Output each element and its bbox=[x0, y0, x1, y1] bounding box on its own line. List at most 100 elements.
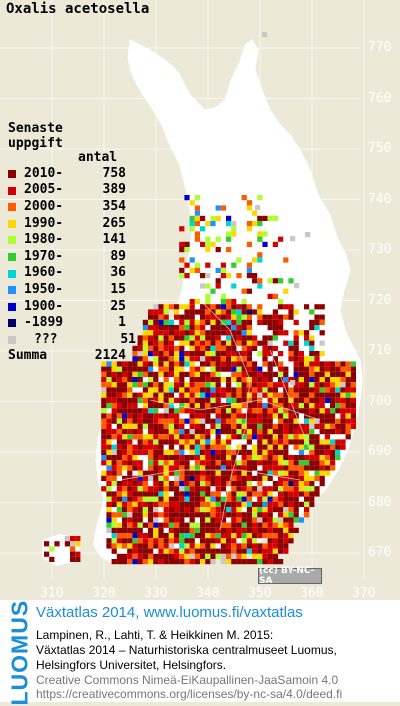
occurrence-cell bbox=[262, 543, 268, 549]
occurrence-cell bbox=[304, 455, 310, 461]
occurrence-cell bbox=[174, 377, 180, 383]
occurrence-cell bbox=[168, 470, 174, 476]
occurrence-cell bbox=[335, 423, 341, 429]
occurrence-cell bbox=[288, 413, 294, 419]
occurrence-cell bbox=[148, 559, 154, 565]
occurrence-cell bbox=[278, 319, 284, 325]
occurrence-cell bbox=[137, 501, 143, 507]
occurrence-cell bbox=[210, 397, 216, 403]
occurrence-cell bbox=[314, 439, 320, 445]
occurrence-cell bbox=[137, 460, 143, 466]
occurrence-cell bbox=[101, 382, 107, 388]
occurrence-cell bbox=[319, 403, 325, 409]
occurrence-cell bbox=[231, 527, 237, 533]
occurrence-cell bbox=[158, 418, 164, 424]
occurrence-cell bbox=[262, 382, 268, 388]
occurrence-cell bbox=[288, 507, 294, 513]
occurrence-cell bbox=[272, 382, 278, 388]
occurrence-cell bbox=[205, 486, 211, 492]
occurrence-cell bbox=[137, 356, 143, 362]
legend: Senaste uppgift antal 2010- 758 2005- 389 20… bbox=[8, 121, 136, 364]
occurrence-cell bbox=[257, 236, 263, 242]
y-tick-label: 720 bbox=[368, 292, 392, 308]
occurrence-cell bbox=[324, 434, 330, 440]
occurrence-cell bbox=[106, 507, 112, 513]
occurrence-cell bbox=[226, 444, 232, 450]
occurrence-cell bbox=[106, 449, 112, 455]
occurrence-cell bbox=[200, 439, 206, 445]
occurrence-cell bbox=[215, 403, 221, 409]
occurrence-cell bbox=[163, 470, 169, 476]
occurrence-cell bbox=[215, 491, 221, 497]
occurrence-cell bbox=[236, 330, 242, 336]
occurrence-cell bbox=[314, 465, 320, 471]
legend-count: 389 bbox=[102, 182, 126, 198]
occurrence-cell bbox=[226, 397, 232, 403]
occurrence-cell bbox=[272, 309, 278, 315]
occurrence-cell bbox=[330, 403, 336, 409]
occurrence-cell bbox=[142, 382, 148, 388]
occurrence-cell bbox=[148, 465, 154, 471]
occurrence-cell bbox=[314, 325, 320, 331]
occurrence-cell bbox=[174, 548, 180, 554]
occurrence-cell bbox=[231, 392, 237, 398]
occurrence-cell bbox=[319, 377, 325, 383]
occurrence-cell bbox=[288, 439, 294, 445]
occurrence-cell bbox=[330, 382, 336, 388]
occurrence-cell bbox=[111, 559, 117, 565]
occurrence-cell bbox=[116, 371, 122, 377]
occurrence-cell bbox=[309, 356, 315, 362]
occurrence-cell bbox=[241, 309, 247, 315]
atlas-title-link[interactable]: Växtatlas 2014, www.luomus.fi/vaxtatlas bbox=[36, 604, 303, 621]
license-badge[interactable]: (cc) BY-NC-SA bbox=[258, 566, 322, 586]
occurrence-cell bbox=[231, 304, 237, 310]
occurrence-cell bbox=[200, 413, 206, 419]
occurrence-cell bbox=[184, 439, 190, 445]
occurrence-cell bbox=[158, 475, 164, 481]
occurrence-cell bbox=[257, 215, 263, 221]
occurrence-cell bbox=[158, 444, 164, 450]
occurrence-cell bbox=[288, 465, 294, 471]
occurrence-cell bbox=[257, 434, 263, 440]
occurrence-cell bbox=[122, 533, 128, 539]
occurrence-cell bbox=[111, 475, 117, 481]
occurrence-cell bbox=[262, 559, 268, 565]
occurrence-cell bbox=[132, 559, 138, 565]
occurrence-cell bbox=[257, 517, 263, 523]
occurrence-cell bbox=[142, 356, 148, 362]
occurrence-cell bbox=[127, 449, 133, 455]
occurrence-cell bbox=[278, 455, 284, 461]
occurrence-cell bbox=[324, 423, 330, 429]
occurrence-cell bbox=[122, 408, 128, 414]
occurrence-cell bbox=[153, 397, 159, 403]
occurrence-cell bbox=[174, 559, 180, 565]
occurrence-cell bbox=[304, 413, 310, 419]
occurrence-cell bbox=[246, 418, 252, 424]
occurrence-cell bbox=[184, 273, 190, 279]
occurrence-cell bbox=[179, 371, 185, 377]
occurrence-cell bbox=[75, 541, 81, 547]
occurrence-cell bbox=[319, 423, 325, 429]
license-link[interactable]: https://creativecommons.org/licenses/by-… bbox=[36, 687, 343, 701]
occurrence-cell bbox=[220, 340, 226, 346]
occurrence-cell bbox=[153, 330, 159, 336]
occurrence-cell bbox=[220, 455, 226, 461]
occurrence-cell bbox=[220, 403, 226, 409]
occurrence-cell bbox=[288, 470, 294, 476]
occurrence-cell bbox=[262, 423, 268, 429]
occurrence-cell bbox=[340, 387, 346, 393]
occurrence-cell bbox=[116, 382, 122, 388]
occurrence-cell bbox=[309, 325, 315, 331]
occurrence-cell bbox=[116, 444, 122, 450]
occurrence-cell bbox=[111, 418, 117, 424]
occurrence-cell bbox=[215, 507, 221, 513]
occurrence-cell bbox=[184, 319, 190, 325]
occurrence-cell bbox=[106, 527, 112, 533]
occurrence-cell bbox=[179, 387, 185, 393]
occurrence-cell bbox=[205, 553, 211, 559]
occurrence-cell bbox=[257, 283, 263, 289]
legend-row: 1980- 141 bbox=[8, 232, 136, 249]
occurrence-cell bbox=[272, 548, 278, 554]
occurrence-cell bbox=[200, 215, 206, 221]
occurrence-cell bbox=[226, 418, 232, 424]
